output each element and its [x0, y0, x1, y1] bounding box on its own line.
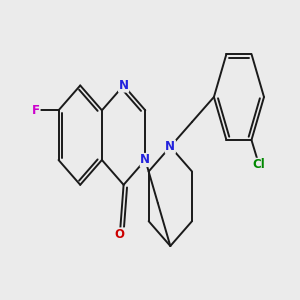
- Text: N: N: [140, 154, 150, 166]
- Text: N: N: [118, 79, 129, 92]
- Text: F: F: [32, 104, 40, 117]
- Text: Cl: Cl: [253, 158, 266, 171]
- Text: N: N: [165, 140, 175, 153]
- Text: O: O: [115, 228, 125, 241]
